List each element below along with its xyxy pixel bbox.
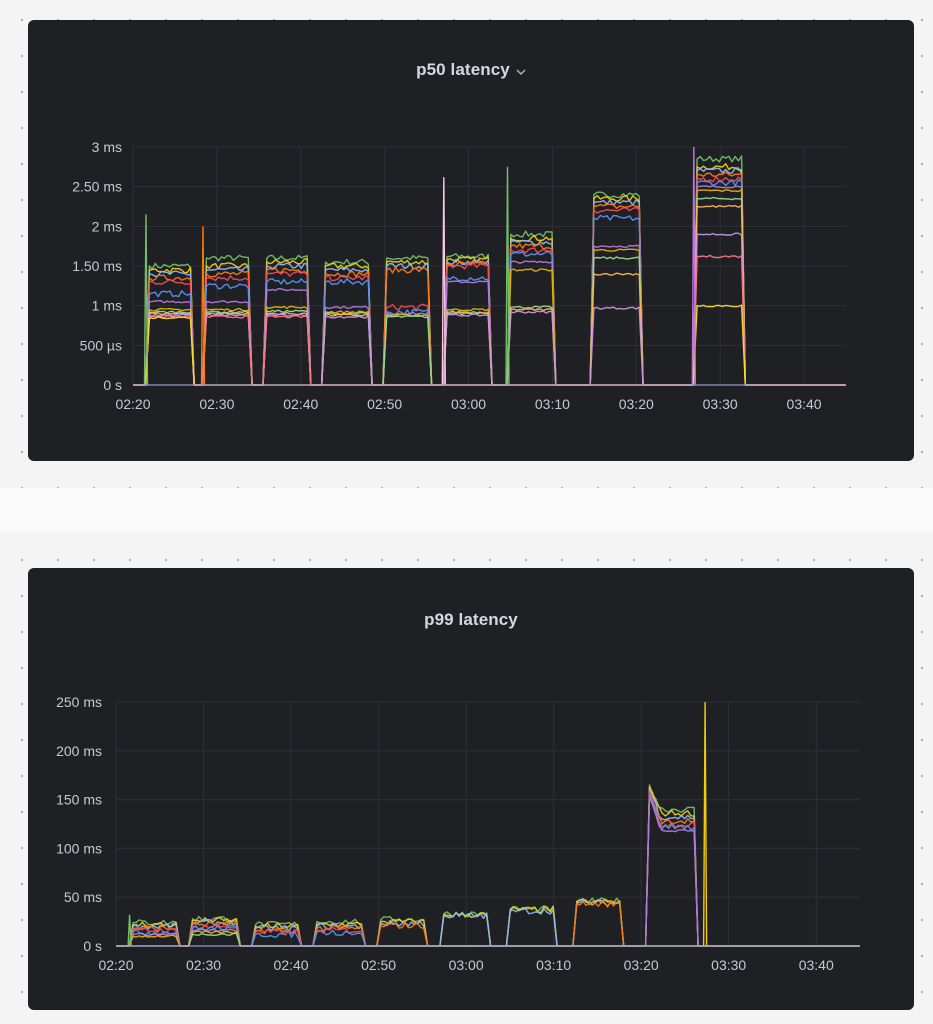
x-tick-label: 03:10 — [535, 396, 570, 412]
panel-title-header: p50 latency — [28, 60, 914, 81]
series-line — [133, 189, 846, 386]
series-line — [116, 796, 860, 947]
x-tick-label: 02:50 — [367, 396, 402, 412]
x-tick-label: 02:40 — [274, 957, 309, 973]
p99-panel-menu-trigger[interactable]: p99 latency — [424, 610, 518, 629]
p99-latency-panel: p99 latency 0 s 50 ms 100 ms 150 ms 200 ms 25… — [28, 568, 914, 1010]
p50-latency-chart: 0 s 500 µs 1 ms 1.50 ms 2 ms 2.50 ms 3 ms 02:20… — [72, 139, 846, 412]
series-line — [133, 167, 846, 386]
series-line — [133, 176, 846, 386]
panel-title-header: p99 latency — [28, 610, 914, 630]
y-tick-label: 2 ms — [92, 218, 122, 234]
p50-panel-menu-trigger[interactable]: p50 latency — [416, 60, 526, 79]
series-spike — [200, 226, 206, 386]
x-tick-label: 02:20 — [98, 957, 133, 973]
x-tick-label: 03:40 — [787, 396, 822, 412]
series-line — [133, 155, 846, 386]
series-spike — [505, 166, 510, 386]
y-tick-label: 250 ms — [56, 694, 102, 710]
y-tick-label: 150 ms — [56, 792, 102, 808]
y-tick-label: 0 s — [83, 938, 102, 954]
series-line — [116, 930, 860, 947]
dashboard-gap — [0, 488, 933, 532]
series-line — [116, 932, 860, 947]
series-spike — [691, 146, 696, 386]
x-tick-label: 03:20 — [624, 957, 659, 973]
series-line — [133, 196, 846, 386]
x-tick-label: 02:50 — [361, 957, 396, 973]
y-tick-label: 500 µs — [80, 337, 122, 353]
series-group — [116, 701, 860, 947]
y-tick-label: 100 ms — [56, 840, 102, 856]
x-tick-label: 02:20 — [115, 396, 150, 412]
x-tick-label: 03:40 — [799, 957, 834, 973]
y-tick-label: 1 ms — [92, 298, 122, 314]
series-line — [133, 163, 846, 386]
y-tick-label: 50 ms — [64, 889, 102, 905]
y-tick-label: 0 s — [103, 377, 122, 393]
p99-latency-chart: 0 s 50 ms 100 ms 150 ms 200 ms 250 ms 02:20 02:… — [56, 694, 860, 973]
series-line — [133, 171, 846, 386]
chevron-down-icon — [516, 61, 526, 81]
x-tick-label: 03:00 — [451, 396, 486, 412]
p50-latency-panel: p50 latency 0 s 500 µs 1 ms 1.50 ms 2 ms 2.50… — [28, 20, 914, 461]
x-tick-label: 03:30 — [711, 957, 746, 973]
x-tick-label: 03:00 — [449, 957, 484, 973]
series-line — [116, 790, 860, 947]
y-tick-label: 2.50 ms — [72, 179, 122, 195]
series-spike — [441, 177, 446, 386]
series-line — [133, 179, 846, 386]
x-tick-label: 03:10 — [536, 957, 571, 973]
series-spike — [127, 914, 132, 947]
x-tick-label: 02:30 — [186, 957, 221, 973]
series-spike — [143, 214, 149, 386]
y-tick-label: 3 ms — [92, 139, 122, 155]
y-tick-label: 200 ms — [56, 743, 102, 759]
x-tick-label: 02:40 — [283, 396, 318, 412]
x-tick-label: 03:30 — [703, 396, 738, 412]
y-tick-label: 1.50 ms — [72, 258, 122, 274]
panel-title: p99 latency — [424, 610, 518, 629]
series-spike — [702, 701, 708, 947]
x-tick-label: 03:20 — [619, 396, 654, 412]
panel-title: p50 latency — [416, 60, 510, 79]
x-tick-label: 02:30 — [199, 396, 234, 412]
